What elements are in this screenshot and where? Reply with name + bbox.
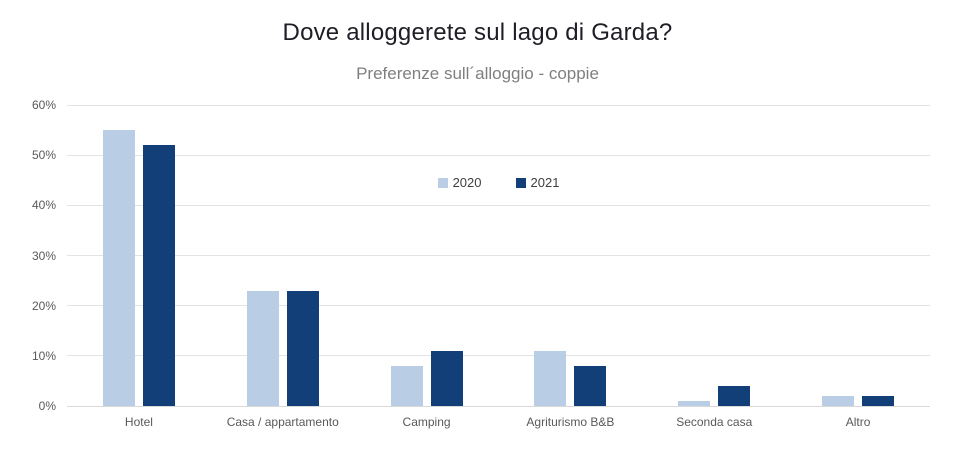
gridline-50 [67, 154, 930, 156]
legend-label: 2021 [530, 175, 560, 190]
bar-2020-seconda-casa [678, 400, 711, 406]
bar-2020-agriturismo-b-b [534, 350, 567, 406]
bar-2020-camping [390, 365, 423, 406]
legend-swatch-2021 [515, 177, 526, 188]
bar-group-casa-appartamento: Casa / appartamento [211, 105, 355, 429]
gridline-20 [67, 305, 930, 307]
bar-2020-casa-appartamento [246, 290, 279, 406]
x-axis-label: Altro [845, 415, 871, 429]
chart-title: Dove alloggerete sul lago di Garda? [282, 19, 673, 46]
x-axis-label: Hotel [124, 415, 153, 429]
y-axis-tick-label: 0% [38, 399, 56, 413]
gridline-10 [67, 355, 930, 357]
bar-2021-seconda-casa [718, 385, 751, 406]
y-axis-tick-label: 20% [31, 298, 56, 313]
x-axis-label: Casa / appartamento [226, 415, 339, 429]
legend-item-2020: 2020 [437, 175, 482, 190]
bar-2021-camping [430, 350, 463, 406]
x-axis-label: Agriturismo B&B [526, 415, 615, 429]
plot-area: 2020 2021 0% 10% 20% 30% 40% 50% 60% Hotel Casa /… [32, 98, 930, 429]
gridline-40 [67, 204, 930, 206]
bar-group-altro: Altro [786, 105, 930, 429]
bar-2020-altro [822, 395, 855, 406]
legend: 2020 2021 [67, 175, 930, 190]
bar-2020-hotel [102, 130, 135, 406]
legend-label: 2020 [452, 175, 482, 190]
legend-swatch-2020 [437, 177, 448, 188]
chart-subtitle: Preferenze sull´alloggio - coppie [356, 64, 599, 83]
bar-group-agriturismo-b-b: Agriturismo B&B [499, 105, 643, 429]
bar-2021-agriturismo-b-b [574, 365, 607, 406]
bar-2021-casa-appartamento [286, 290, 319, 406]
gridline-30 [67, 255, 930, 256]
legend-item-2021: 2021 [515, 175, 560, 190]
bar-2021-altro [862, 395, 895, 406]
bar-group-hotel: Hotel [67, 105, 211, 429]
y-axis-tick-label: 30% [31, 248, 56, 263]
y-axis-tick-label: 10% [31, 348, 56, 363]
x-axis-label: Camping [402, 415, 451, 429]
y-axis-tick-label: 50% [31, 148, 56, 163]
bar-group-seconda-casa: Seconda casa [642, 105, 786, 429]
bar-2021-hotel [142, 145, 175, 406]
gridline-0 [67, 405, 930, 407]
y-axis-tick-label: 60% [31, 98, 56, 112]
x-axis-label: Seconda casa [676, 415, 753, 429]
gridline-60 [67, 104, 930, 106]
bar-group-camping: Camping [355, 105, 499, 429]
y-axis-tick-label: 40% [31, 198, 56, 213]
